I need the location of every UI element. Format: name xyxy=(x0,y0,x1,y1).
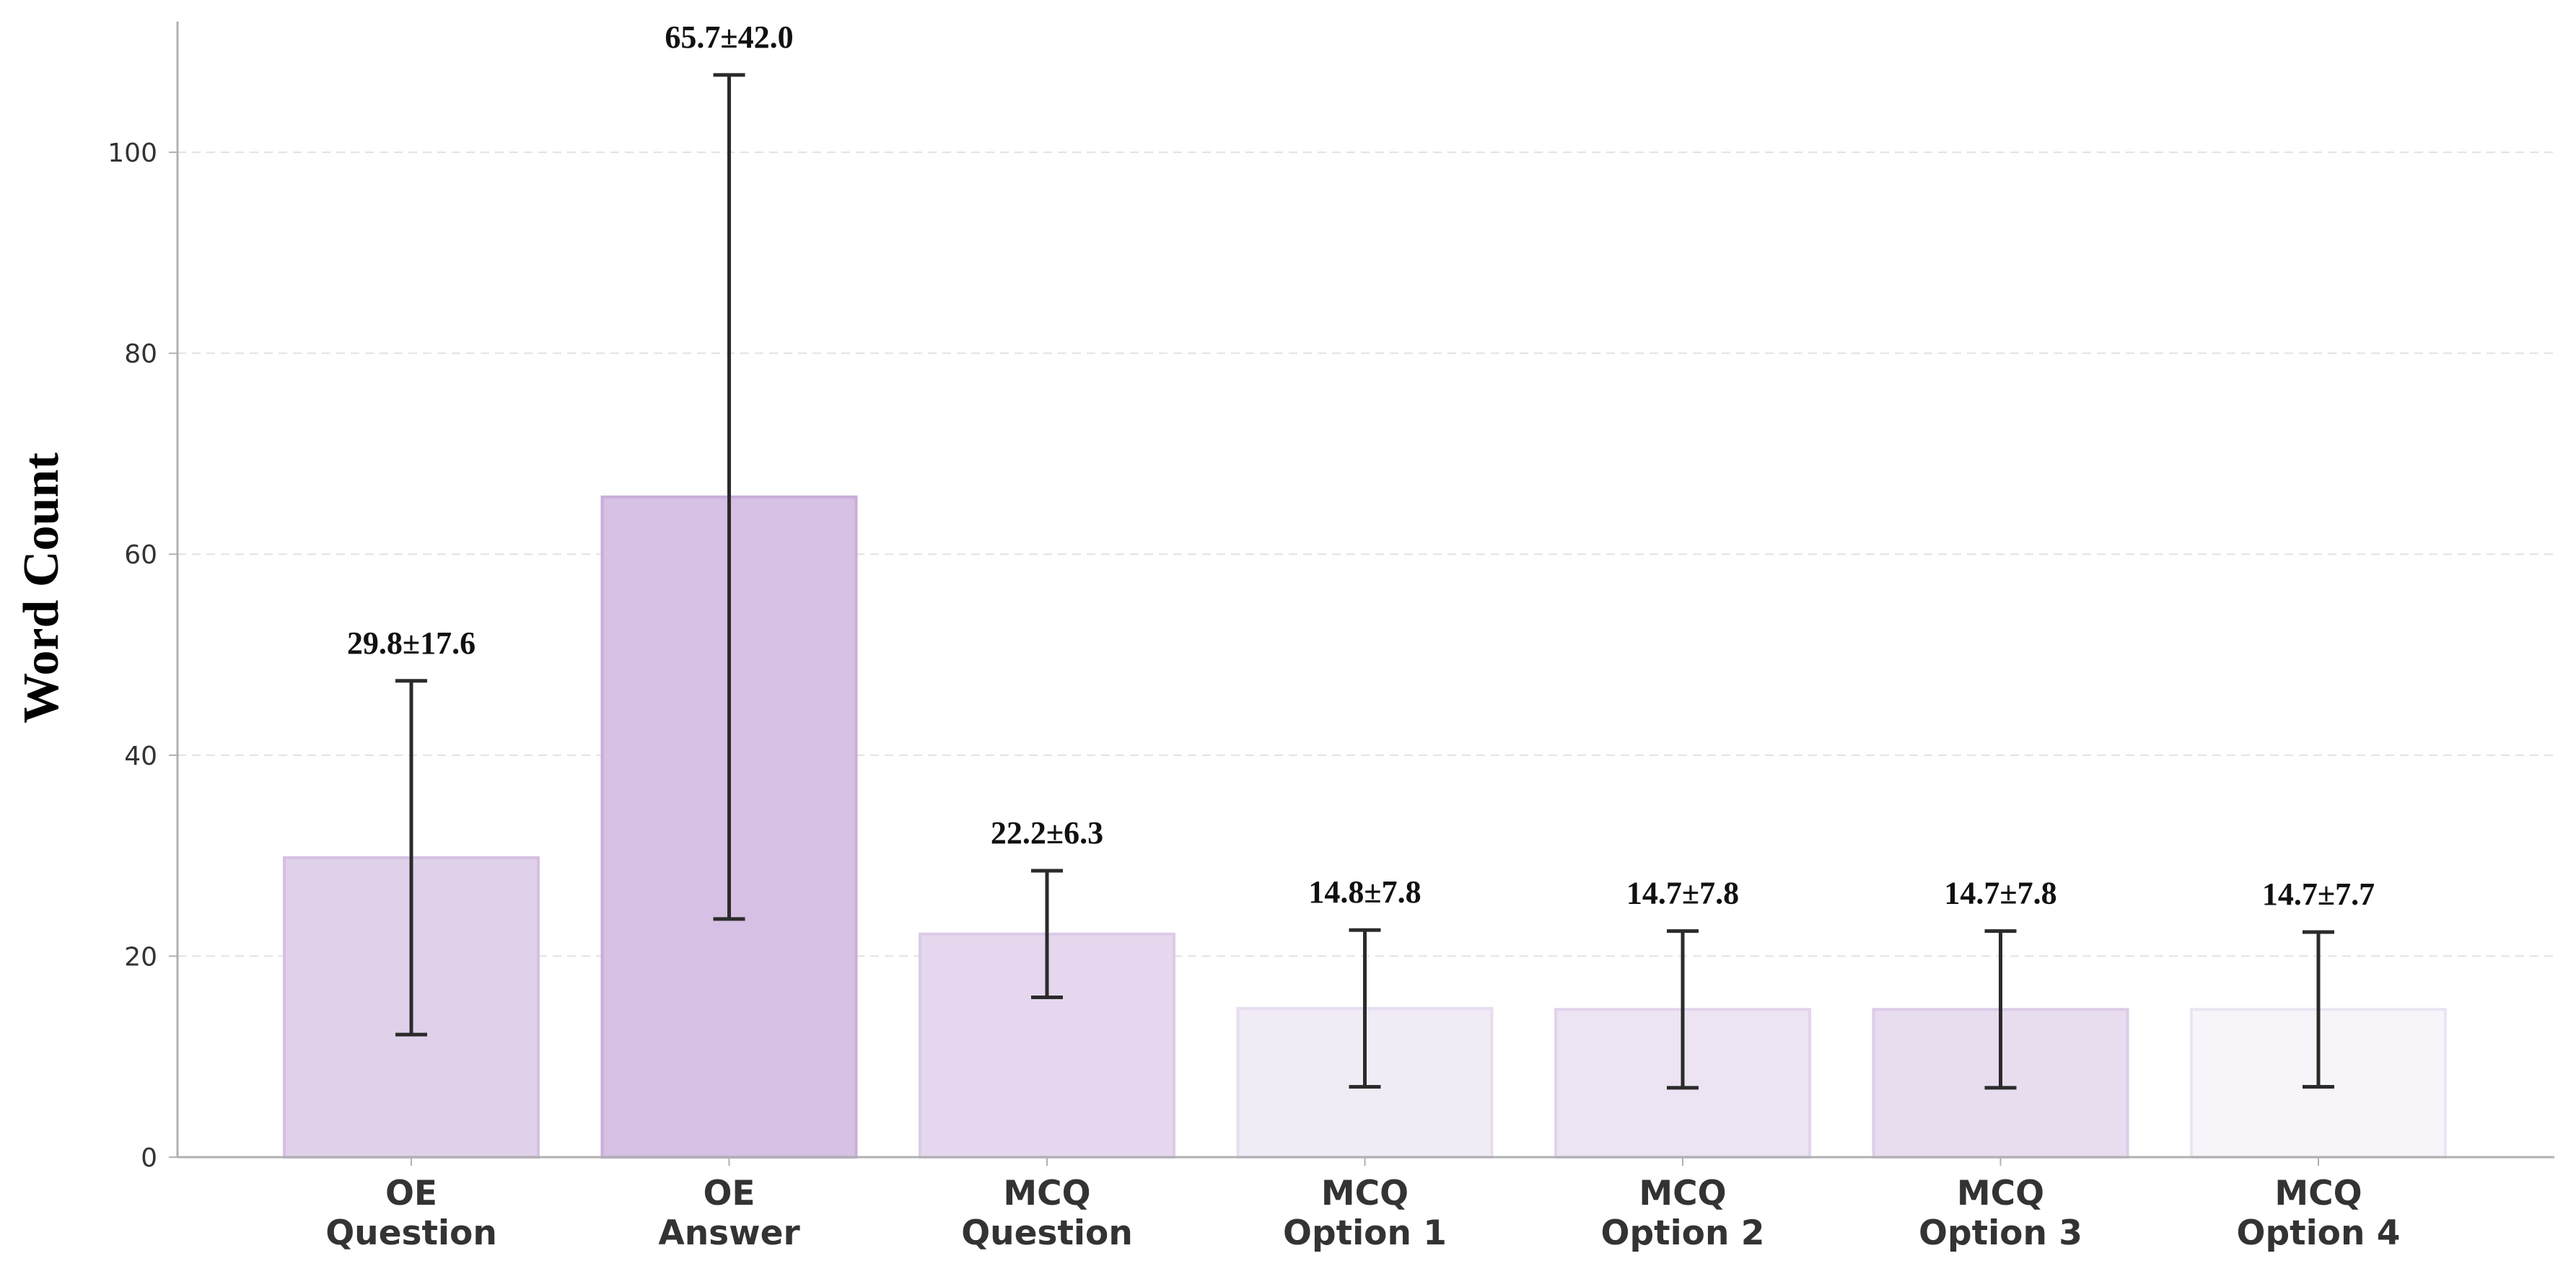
x-tick-label: Answer xyxy=(658,1213,800,1253)
y-tick-label: 40 xyxy=(124,742,157,771)
y-tick-label: 80 xyxy=(124,340,157,369)
x-tick-label: Option 2 xyxy=(1601,1213,1765,1253)
x-tick-label: Question xyxy=(325,1213,497,1253)
x-tick-label: MCQ xyxy=(2274,1174,2362,1213)
data-label: 29.8±17.6 xyxy=(347,625,476,661)
axes xyxy=(169,22,2554,1166)
y-tick-label: 100 xyxy=(108,139,157,168)
y-tick-label: 20 xyxy=(124,942,157,972)
y-axis-title: Word Count xyxy=(14,452,69,723)
data-label: 14.7±7.7 xyxy=(2262,877,2375,912)
x-tick-label: Question xyxy=(961,1213,1133,1253)
data-label: 22.2±6.3 xyxy=(991,815,1103,851)
error-bars xyxy=(395,73,2334,1090)
x-tick-label: OE xyxy=(385,1174,437,1213)
y-tick-label: 0 xyxy=(141,1143,157,1173)
y-tick-label: 60 xyxy=(124,540,157,570)
x-tick-label: Option 1 xyxy=(1283,1213,1447,1253)
x-tick-label: MCQ xyxy=(1003,1174,1090,1213)
data-label: 14.7±7.8 xyxy=(1944,876,2056,911)
data-label: 14.8±7.8 xyxy=(1308,874,1421,910)
x-tick-label: OE xyxy=(703,1174,755,1213)
labels: 02040608010029.8±17.6OEQuestion65.7±42.0… xyxy=(108,19,2400,1253)
data-label: 14.7±7.8 xyxy=(1626,876,1739,911)
x-tick-label: Option 4 xyxy=(2237,1213,2401,1253)
x-tick-label: Option 3 xyxy=(1919,1213,2082,1253)
bars xyxy=(283,495,2447,1159)
x-tick-label: MCQ xyxy=(1639,1174,1726,1213)
data-label: 65.7±42.0 xyxy=(665,19,793,55)
x-tick-label: MCQ xyxy=(1957,1174,2044,1213)
x-tick-label: MCQ xyxy=(1321,1174,1409,1213)
grid-lines xyxy=(178,151,2554,957)
